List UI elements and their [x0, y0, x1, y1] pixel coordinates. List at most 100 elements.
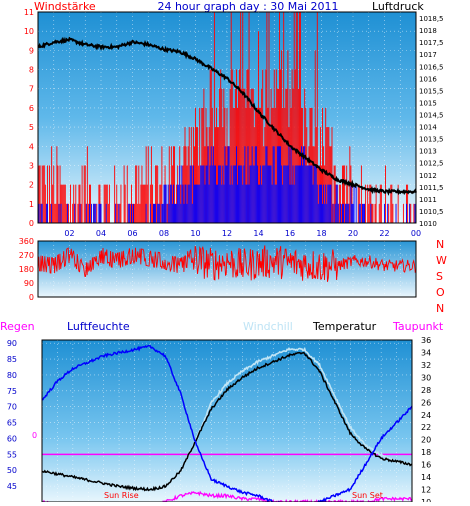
y-left-tick-label: 0 [29, 219, 34, 228]
legend-windchill: Windchill [243, 320, 293, 333]
y-right-tick-label: 36 [421, 336, 431, 345]
y-left-tick-label: 8 [29, 66, 34, 75]
wind-direction-line [37, 245, 417, 282]
y-left-tick-label: 85 [7, 355, 17, 364]
y-left-tick-label: 7 [29, 85, 34, 94]
temperature-line [41, 351, 413, 492]
x-tick-label: 20 [348, 229, 358, 238]
y-left-tick-label: 1 [29, 200, 34, 209]
y-left-tick-label: 65 [7, 419, 17, 428]
x-tick-label: 10 [190, 229, 200, 238]
y-left-tick-label: 11 [24, 8, 34, 17]
x-tick-label: 02 [64, 229, 74, 238]
compass-label: N [436, 238, 444, 251]
panel1-wind-bars [37, 12, 416, 223]
x-tick-label: 12 [222, 229, 232, 238]
panel1-right-label: Luftdruck [372, 0, 424, 13]
y-right-tick-label: 1016,5 [419, 63, 444, 71]
x-tick-label: 14 [253, 229, 263, 238]
y-left-tick-label: 0 [29, 293, 34, 302]
y-right-tick-label: 1011,5 [419, 184, 444, 192]
y-right-tick-label: 26 [421, 398, 431, 407]
panel1-lines [37, 36, 417, 196]
y-left-tick-label: 50 [7, 466, 17, 475]
y-left-tick-label: 75 [7, 387, 17, 396]
y-left-tick-label: 60 [7, 434, 17, 443]
y-left-tick-label: 70 [7, 403, 17, 412]
y-left-tick-label: 4 [29, 142, 34, 151]
panel1-title: 24 hour graph day : 30 Mai 2011 [157, 0, 338, 13]
y-right-tick-label: 1012,5 [419, 160, 444, 168]
y-right-tick-label: 20 [421, 436, 431, 445]
y-right-tick-label: 1016 [419, 75, 437, 83]
panel2-lines [37, 245, 417, 282]
sunrise-annotation: Sun Rise [104, 491, 139, 500]
y-right-tick-label: 1010 [419, 220, 437, 228]
y-right-tick-label: 1017 [419, 51, 437, 59]
legend-temperatur: Temperatur [312, 320, 377, 333]
x-tick-label: 08 [159, 229, 169, 238]
y-right-tick-label: 1018 [419, 27, 437, 35]
y-left-tick-label: 90 [7, 339, 17, 348]
pressure-line [37, 36, 417, 196]
y-left-tick-label: 3 [29, 161, 34, 170]
y-left-tick-label: 180 [19, 265, 34, 274]
legend-regen: Regen [0, 320, 35, 333]
x-tick-label: 06 [127, 229, 137, 238]
y-right-tick-label: 1014 [419, 124, 437, 132]
y-right-tick-label: 16 [421, 461, 431, 470]
y-right-tick-label: 1015 [419, 99, 437, 107]
legend-taupunkt: Taupunkt [392, 320, 444, 333]
y-right-tick-label: 18 [421, 448, 431, 457]
y-left-tick-label: 360 [19, 237, 34, 246]
y-right-tick-label: 22 [421, 423, 431, 432]
panel1-left-label: Windstärke [34, 0, 96, 13]
y-left-tick-label: 5 [29, 123, 34, 132]
y-right-tick-label: 24 [421, 411, 431, 420]
compass-label: O [436, 286, 445, 299]
windchill-line [41, 346, 413, 493]
y-left-tick-label: 90 [24, 279, 34, 288]
y-right-tick-label: 1011 [419, 196, 437, 204]
y-right-tick-label: 28 [421, 386, 431, 395]
y-right-tick-label: 1015,5 [419, 87, 444, 95]
y-left-tick-label: 80 [7, 371, 17, 380]
panel2-frame [37, 240, 417, 298]
y-left-tick-label: 45 [7, 482, 17, 491]
panel1-ticks: 0123456789101110101010,510111011,5101210… [24, 8, 444, 238]
humidity-line [41, 344, 413, 506]
y-right-tick-label: 1014,5 [419, 111, 444, 119]
y-right-tick-label: 12 [421, 486, 431, 495]
compass-label: W [436, 254, 447, 267]
x-tick-label: 16 [285, 229, 295, 238]
y-left-tick-label: 55 [7, 450, 17, 459]
y-right-tick-label: 1017,5 [419, 39, 444, 47]
y-right-tick-label: 1012 [419, 172, 437, 180]
compass-label: N [436, 302, 444, 315]
panel1-frame [37, 11, 417, 224]
rain-value-label: 0 [32, 431, 37, 440]
y-left-tick-label: 2 [29, 181, 34, 190]
y-right-tick-label: 34 [421, 348, 431, 357]
y-right-tick-label: 1010,5 [419, 208, 444, 216]
x-tick-label: 00 [411, 229, 421, 238]
x-tick-label: 04 [96, 229, 106, 238]
legend-luftfeuchte: Luftfeuchte [67, 320, 130, 333]
sunset-annotation: Sun Set [352, 491, 383, 500]
y-left-tick-label: 6 [29, 104, 34, 113]
y-left-tick-label: 9 [29, 46, 34, 55]
y-right-tick-label: 32 [421, 361, 431, 370]
y-right-tick-label: 1013,5 [419, 136, 444, 144]
compass-label: S [436, 270, 443, 283]
x-tick-label: 22 [379, 229, 389, 238]
y-right-tick-label: 10 [421, 498, 431, 502]
y-right-tick-label: 1013 [419, 148, 437, 156]
y-left-tick-label: 10 [24, 27, 34, 36]
y-right-tick-label: 1018,5 [419, 15, 444, 23]
y-left-tick-label: 270 [19, 251, 34, 260]
x-tick-label: 18 [316, 229, 326, 238]
y-right-tick-label: 14 [421, 473, 431, 482]
y-right-tick-label: 30 [421, 373, 431, 382]
